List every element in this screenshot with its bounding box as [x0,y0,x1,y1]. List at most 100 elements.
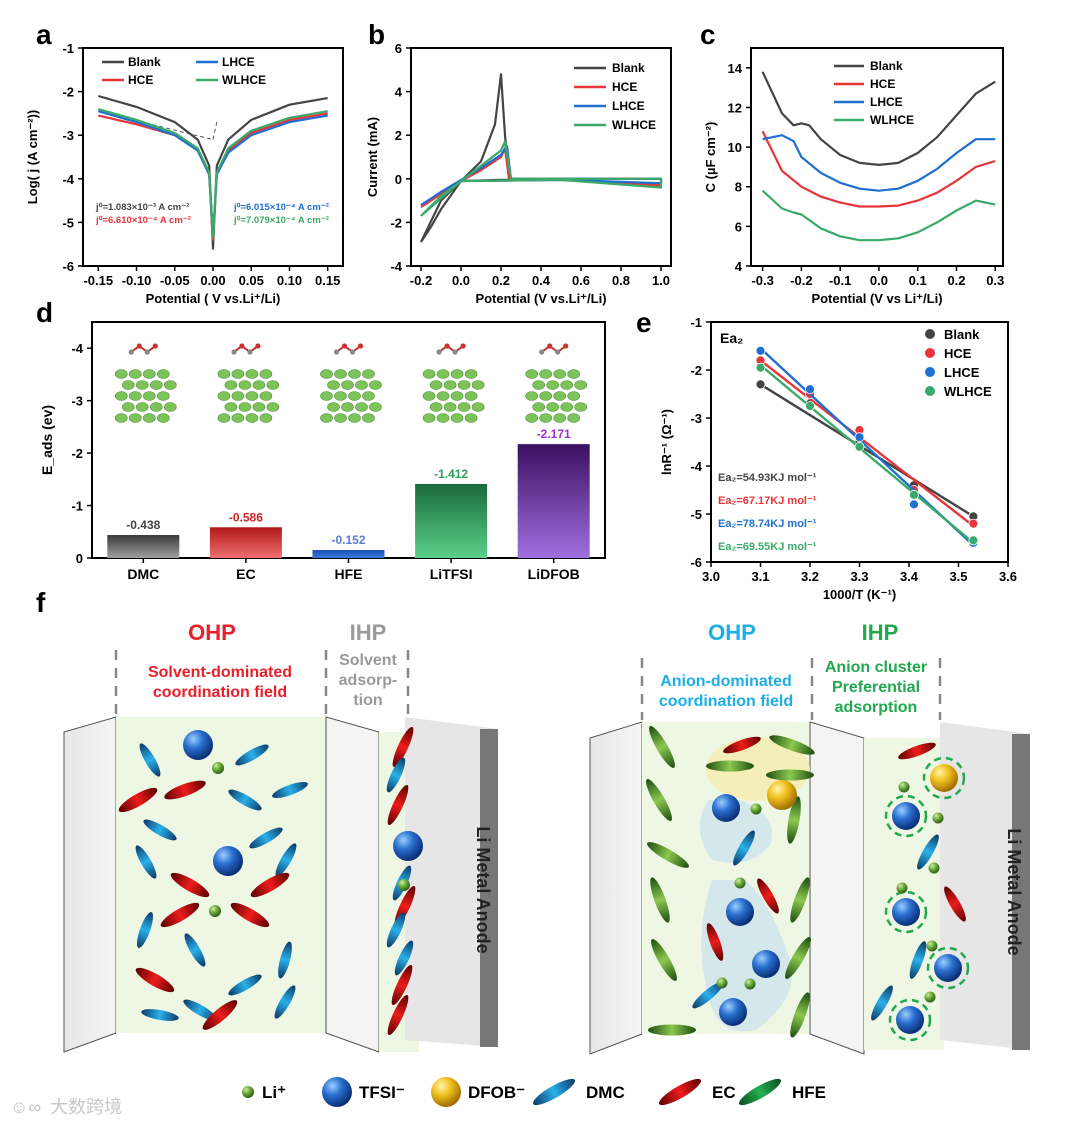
y-tick-label: 6 [395,41,402,56]
li-ion [398,879,410,891]
data-point-wlhce [968,535,979,546]
dfob-anion [767,780,797,810]
x-axis-label: Potential ( V vs.Li⁺/Li) [146,291,281,306]
data-point-lhce [805,384,815,395]
j0-annotation: j⁰=1.083×10⁻³ A cm⁻² [95,202,189,213]
slab-atom [443,380,457,390]
series-line-wlhce [97,107,328,239]
ec-molecule [230,902,270,928]
dfob-anion-icon [431,1077,461,1107]
slab-atom [122,402,135,412]
series-line-hce [761,130,996,208]
dmc-molecule [228,974,262,996]
molecule-atom [452,349,458,355]
ec-molecule [135,967,175,993]
slab-atom [252,380,266,390]
legend-label: DMC [586,1083,625,1102]
y-tick-label: 10 [728,140,742,155]
molecule-atom [136,343,142,349]
slab-atom [245,369,259,379]
bar-hfe [312,550,385,558]
li-ion [924,991,936,1003]
category-label: LiDFOB [528,566,580,582]
ec-molecule [391,964,413,1006]
ec-molecule-icon [659,1078,701,1106]
molecule-atom [341,343,348,349]
x-tick-label: 1.0 [652,273,670,288]
series-line-blank [761,71,996,166]
slab-atom [129,369,142,379]
li-ion [932,812,944,824]
slab-atom [136,402,149,412]
legend-label: EC [712,1083,736,1102]
legend-marker [925,367,935,377]
molecule-atom [357,343,364,349]
molecule-bonds [233,344,259,354]
slab-atom [327,380,340,390]
dmc-molecule [184,933,206,967]
watermark-logo-icon: ☺∞ [10,1097,41,1117]
slab-atom [129,413,142,423]
molecule-bonds [438,344,464,354]
dmc-molecule [733,830,755,866]
bar-value-label: -0.586 [229,510,263,524]
x-tick-label: 3.2 [801,569,819,584]
slab-atom [238,402,252,412]
schematic-legend: Li⁺ TFSI⁻ DFOB⁻ DMC EC HFE [242,1077,826,1107]
slab-atom [231,413,245,423]
category-label: HFE [335,566,363,582]
y-tick-label: -2 [71,446,83,461]
slab-atom [539,369,553,379]
slab-atom [525,413,539,423]
category-label: EC [236,566,255,582]
molecule-atom [128,349,134,355]
legend-label: HCE [944,346,972,361]
slab-atom [436,369,450,379]
legend-label: LHCE [612,99,645,113]
slab-atom [525,369,539,379]
y-tick-label: -3 [690,411,702,426]
slab-atom [157,391,170,401]
slab-atom [320,413,333,423]
slab-atom [574,380,588,390]
data-point-lhce [854,432,865,443]
dmc-molecule [386,912,406,948]
slab-atom [157,413,170,423]
legend-label: Blank [128,55,161,69]
molecule-atom [255,343,261,349]
x-tick-label: 0.10 [277,273,302,288]
legend-label: WLHCE [870,113,914,127]
series-line-wlhce [420,140,663,217]
panel-label: b [368,19,385,50]
slab-atom [217,413,231,423]
y-tick-label: -1 [690,315,702,330]
slab-atom [436,413,450,423]
slab-atom [129,391,142,401]
adsorption-structure-hfe [320,343,382,423]
slab-atom [150,380,163,390]
x-tick-label: 3.1 [751,569,769,584]
plot-frame [750,47,1004,267]
legend-label: TFSI⁻ [359,1083,405,1102]
bar-value-label: -1.412 [434,467,468,481]
anode-side [480,729,498,1047]
dmc-molecule [871,985,893,1021]
slab-atom [136,380,149,390]
j0-annotation: j⁰=7.079×10⁻⁴ A cm⁻² [233,215,329,226]
y-tick-label: -2 [62,85,74,100]
slab-atom [266,402,280,412]
y-tick-label: -4 [690,459,702,474]
bar-value-label: -0.438 [126,518,160,532]
dmc-molecule [136,912,154,948]
slab-atom [334,369,347,379]
x-tick-label: -0.2 [410,273,432,288]
slab-atom [457,402,471,412]
slab-atom [464,413,478,423]
slab-atom [553,391,567,401]
slab-atom [245,391,259,401]
molecule-atom [144,349,150,355]
slab-atom [115,391,128,401]
dmc-molecule [249,827,283,849]
slab-atom [157,369,170,379]
